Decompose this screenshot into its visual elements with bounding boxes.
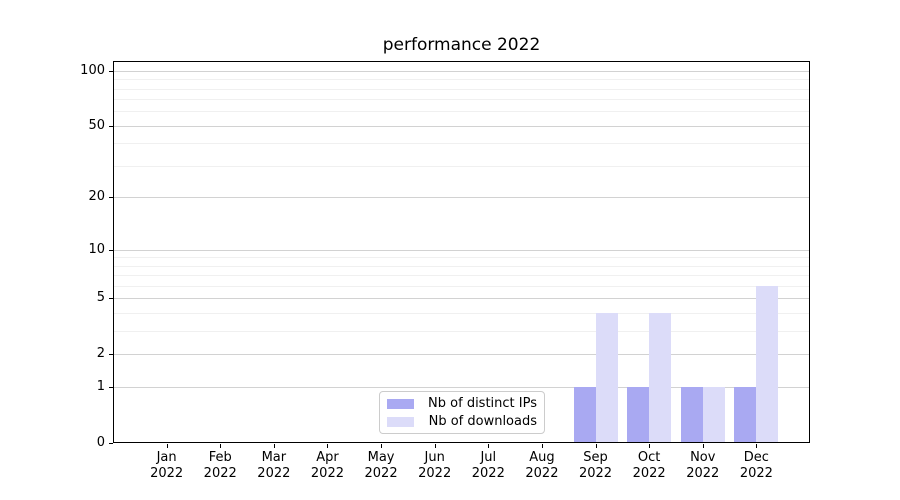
y-tick-label: 5 [96,290,105,306]
bar-dec-distinct-ips [734,387,757,442]
major-gridline [114,249,809,251]
major-gridline [114,298,809,300]
y-tick-mark [109,443,113,444]
x-tick-mark [166,444,168,448]
minor-gridline [114,286,809,288]
legend-label-downloads: Nb of downloads [428,414,537,429]
x-tick-mark [273,444,275,448]
major-gridline [114,387,809,389]
legend-entry-downloads: Nb of downloads [387,414,537,429]
x-tick-mark [595,444,597,448]
bar-nov-distinct-ips [680,387,703,442]
y-tick-label: 100 [80,62,105,78]
chart-title: performance 2022 [382,35,541,55]
minor-gridline [114,257,809,259]
minor-gridline [114,275,809,277]
y-tick-label: 50 [88,117,105,133]
x-tick-mark [327,444,329,448]
x-tick-label: Jul 2022 [471,450,505,481]
minor-gridline [114,331,809,333]
x-tick-mark [756,444,758,448]
y-tick-mark [109,70,113,72]
plot-area [113,61,810,443]
y-tick-mark [109,249,113,251]
minor-gridline [114,79,809,81]
minor-gridline [114,111,809,113]
x-tick-mark [381,444,383,448]
bar-oct-distinct-ips [627,387,650,442]
major-gridline [114,125,809,127]
y-tick-label: 1 [96,379,105,395]
x-tick-label: Aug 2022 [525,450,559,481]
major-gridline [114,70,809,72]
x-tick-label: Nov 2022 [686,450,720,481]
bar-nov-downloads [702,387,725,442]
minor-gridline [114,88,809,90]
major-gridline [114,354,809,356]
minor-gridline [114,313,809,315]
y-tick-mark [109,197,113,199]
minor-gridline [114,265,809,267]
x-tick-mark [541,444,543,448]
legend: Nb of distinct IPs Nb of downloads [379,391,545,434]
x-tick-mark [649,444,651,448]
x-tick-mark [434,444,436,448]
x-tick-mark [488,444,490,448]
x-tick-label: Feb 2022 [203,450,237,481]
y-tick-label: 0 [96,435,105,450]
bar-dec-downloads [756,286,779,442]
x-tick-label: Oct 2022 [632,450,666,481]
x-tick-label: Jan 2022 [150,450,184,481]
y-tick-label: 10 [88,241,105,257]
x-tick-label: Jun 2022 [418,450,452,481]
legend-entry-distinct-ips: Nb of distinct IPs [387,396,537,411]
y-tick-label: 20 [88,189,105,205]
x-tick-label: Sep 2022 [578,450,613,481]
y-tick-label: 2 [96,346,105,362]
bar-sep-distinct-ips [573,387,596,442]
x-tick-label: Apr 2022 [310,450,344,481]
legend-swatch-distinct-ips [387,398,414,409]
bar-oct-downloads [649,313,672,442]
minor-gridline [114,143,809,145]
minor-gridline [114,166,809,168]
y-tick-mark [109,387,113,389]
legend-swatch-downloads [387,416,414,427]
major-gridline [114,197,809,199]
y-tick-mark [109,298,113,300]
x-tick-mark [220,444,222,448]
x-tick-label: Dec 2022 [739,450,773,481]
x-tick-label: May 2022 [364,450,398,481]
x-tick-mark [702,444,704,448]
minor-gridline [114,99,809,101]
x-tick-label: Mar 2022 [257,450,291,481]
legend-label-distinct-ips: Nb of distinct IPs [428,396,537,411]
bar-sep-downloads [595,313,618,442]
y-tick-mark [109,125,113,127]
y-tick-mark [109,354,113,356]
